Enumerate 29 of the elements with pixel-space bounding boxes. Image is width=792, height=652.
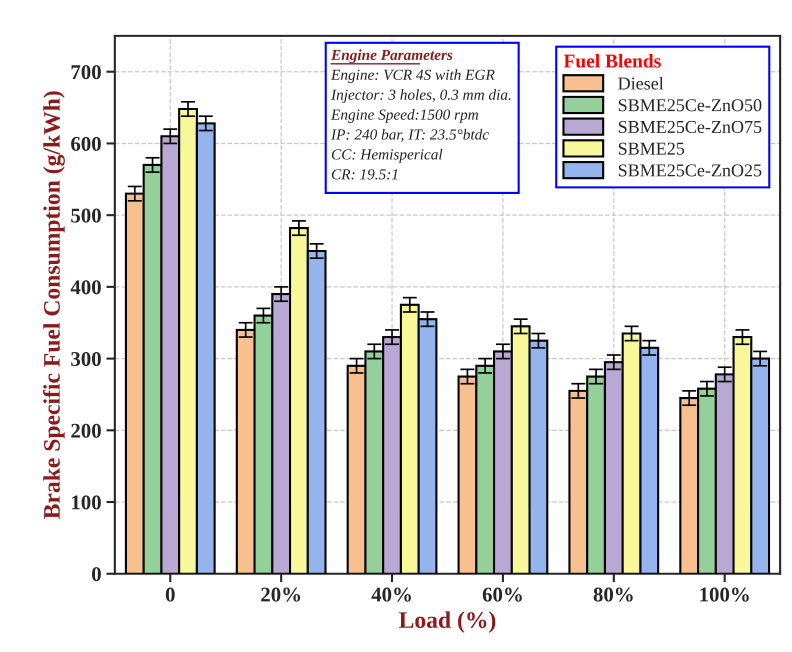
x-axis-title: Load (%) — [399, 611, 496, 633]
y-tick-label: 700 — [72, 65, 101, 80]
x-tick-label: 40% — [371, 588, 411, 602]
legend-label: SBME25Ce-ZnO75 — [618, 120, 762, 134]
annotation: Engine Speed:1500 rpm — [330, 109, 478, 123]
legend-title: Fuel Blends — [564, 54, 661, 68]
y-axis-title: Brake Specific Fuel Consumption (g/kWh) — [43, 91, 65, 519]
annotation: Engine: VCR 4S with EGR — [330, 69, 495, 84]
annotation: CC: Hemisperical — [332, 148, 442, 163]
x-tick-label: 20% — [261, 588, 300, 602]
legend-label: SBME25 — [618, 142, 684, 155]
x-tick-label: 100% — [700, 588, 749, 602]
y-tick-label: 600 — [71, 136, 101, 151]
annotation: CR: 19.5:1 — [332, 169, 398, 180]
legend-label: SBME25Ce-ZnO25 — [618, 164, 762, 176]
x-tick-label: 80% — [594, 588, 633, 602]
y-tick-label: 300 — [71, 352, 101, 366]
annotation: Engine Parameters — [330, 49, 452, 64]
y-tick-label: 200 — [71, 424, 101, 438]
annotation: Injector: 3 holes, 0.3 mm dia. — [330, 89, 510, 103]
y-tick-label: 0 — [92, 567, 101, 582]
y-tick-label: 400 — [70, 280, 101, 294]
x-tick-label: 60% — [482, 588, 522, 602]
annotation: IP: 240 bar, IT: 23.5°btdc — [330, 128, 489, 142]
legend-label: SBME25Ce-ZnO50 — [618, 99, 762, 112]
y-tick-label: 100 — [72, 495, 101, 510]
legend-label: Diesel — [618, 76, 664, 90]
x-tick-label: 0 — [166, 588, 175, 602]
y-tick-label: 500 — [71, 208, 101, 223]
